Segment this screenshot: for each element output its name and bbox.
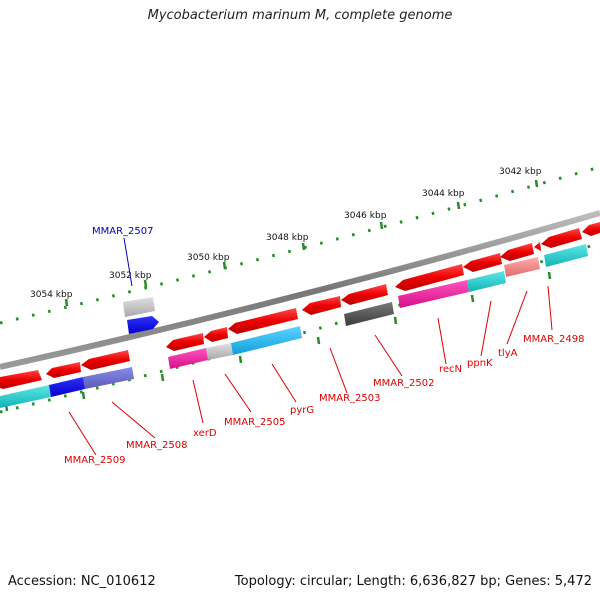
gene-arrow[interactable]: [395, 264, 464, 291]
genome-backbone: [0, 210, 600, 370]
gene-bar[interactable]: [49, 377, 85, 397]
gene-arrow[interactable]: [500, 243, 534, 261]
gene-label-MMAR_2508[interactable]: MMAR_2508: [126, 440, 188, 451]
gene-arrow[interactable]: [228, 308, 298, 334]
plus-strand-genes: [0, 222, 600, 389]
gene-label-MMAR_2503[interactable]: MMAR_2503: [319, 393, 381, 404]
gene-bar[interactable]: [123, 297, 155, 317]
gene-arrow[interactable]: [166, 333, 204, 351]
tick-label-3054: 3054 kbp: [30, 290, 73, 300]
gene-label-MMAR_2507[interactable]: MMAR_2507: [92, 226, 154, 237]
tick-label-3048: 3048 kbp: [266, 233, 309, 243]
gene-bar[interactable]: [206, 343, 233, 360]
gene-arrow[interactable]: [46, 362, 81, 378]
inner-major-ticks: [4, 271, 552, 412]
gene-arrow[interactable]: [204, 327, 228, 342]
gene-bar[interactable]: [544, 244, 588, 267]
major-ticks: [64, 179, 539, 307]
gene-bar[interactable]: [398, 280, 469, 308]
tick-label-3044: 3044 kbp: [422, 189, 465, 199]
genome-summary-text: Topology: circular; Length: 6,636,827 bp…: [234, 574, 592, 589]
gene-bar[interactable]: [168, 348, 208, 369]
gene-arrow[interactable]: [341, 284, 388, 305]
gene-arrow[interactable]: [541, 228, 582, 248]
leader-line-blue: [123, 237, 133, 287]
gene-bar[interactable]: [0, 385, 51, 408]
page-title: Mycobacterium marinum M, complete genome: [147, 8, 453, 23]
gene-label-MMAR_2505[interactable]: MMAR_2505: [224, 417, 286, 428]
gene-arrow[interactable]: [81, 350, 130, 370]
tick-label-3050: 3050 kbp: [187, 253, 230, 263]
gene-label-recN[interactable]: recN: [439, 364, 462, 375]
gene-arrow[interactable]: [302, 296, 341, 315]
gene-bar[interactable]: [467, 271, 506, 292]
gene-label-ppnK[interactable]: ppnK: [467, 358, 493, 369]
gene-label-group: MMAR_2507 MMAR_2509 MMAR_2508 xerD MMAR_…: [64, 226, 585, 466]
gene-label-tlyA[interactable]: tlyA: [498, 348, 518, 359]
tick-label-3042: 3042 kbp: [499, 167, 542, 177]
gene-label-pyrG[interactable]: pyrG: [290, 405, 314, 416]
outer-scale-arc: [0, 165, 600, 325]
minus-strand-genes: [0, 244, 588, 408]
accession-text: Accession: NC_010612: [8, 574, 156, 589]
gene-arrow[interactable]: [127, 316, 159, 334]
gene-label-MMAR_2509[interactable]: MMAR_2509: [64, 455, 126, 466]
gene-arrow[interactable]: [463, 253, 502, 272]
leader-lines: [68, 285, 553, 456]
gene-bar[interactable]: [83, 367, 134, 389]
gene-bar[interactable]: [504, 257, 540, 277]
gene-label-MMAR_2498[interactable]: MMAR_2498: [523, 334, 585, 345]
gene-arrow[interactable]: [534, 241, 541, 251]
gene-arrow[interactable]: [582, 222, 600, 236]
gene-bar[interactable]: [344, 302, 394, 326]
gene-label-xerD[interactable]: xerD: [193, 428, 217, 439]
tick-label-3046: 3046 kbp: [344, 211, 387, 221]
gene-label-MMAR_2502[interactable]: MMAR_2502: [373, 378, 435, 389]
gene-bar[interactable]: [231, 326, 302, 355]
gene-arrow[interactable]: [0, 370, 42, 389]
